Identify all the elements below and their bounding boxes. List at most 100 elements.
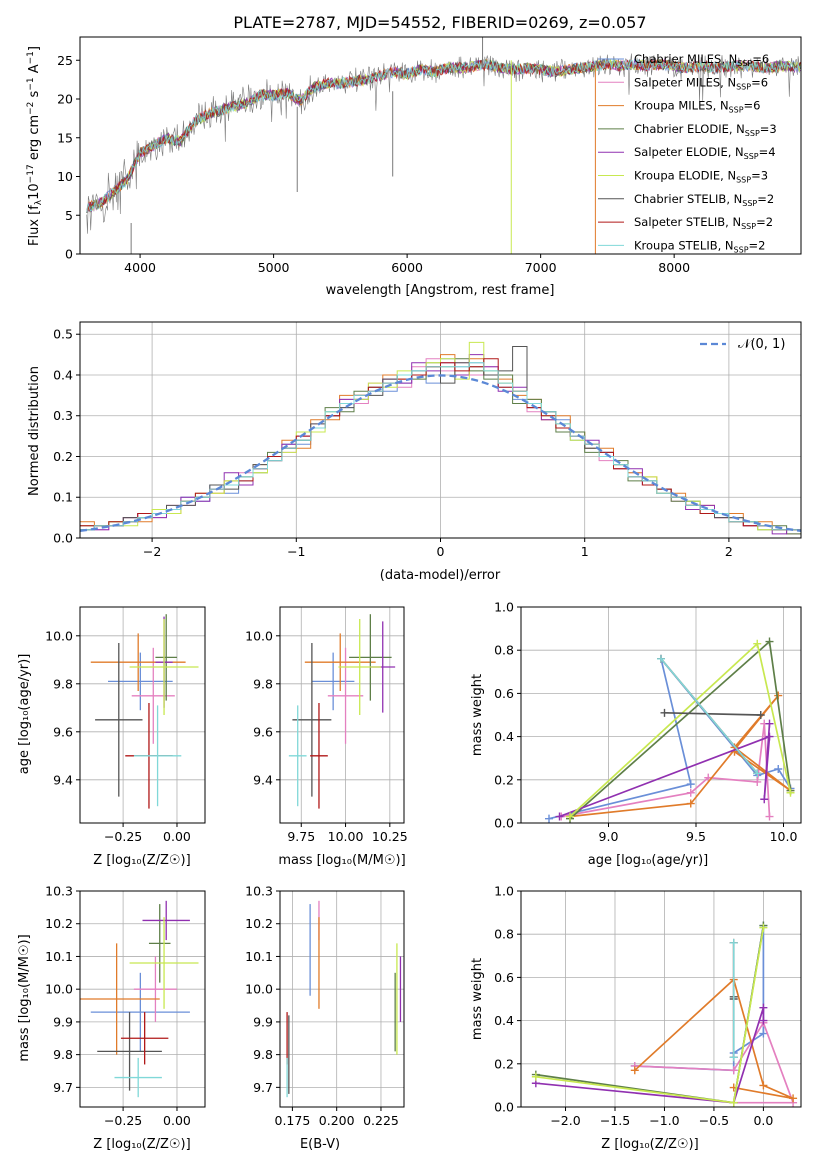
age-mass-points [288,614,396,809]
weight-age-frame [520,606,802,824]
spectrum-xtick-label: 5000 [258,260,290,275]
mass-metallicity-xtick-label: 0.00 [163,1113,191,1128]
residual-xtick-label: 0 [437,544,445,559]
residual-xtick-label: 1 [581,544,589,559]
weight-age-ytick-label: 0.8 [494,643,514,658]
spectrum-legend-label: Kroupa STELIB, NSSP=2 [634,238,765,254]
mass-metallicity-frame [79,890,206,1108]
weight-metallicity-point-marker [729,1098,738,1107]
weight-age-point-marker [686,799,695,808]
weight-age-point-marker [753,777,762,786]
weight-metallicity-xtick-label: −1.5 [600,1113,630,1128]
spectrum-ytick-label: 20 [57,92,73,107]
mass-ebv-frame [279,890,405,1108]
mass-ylabel: mass [log₁₀(M/M☉)] [17,934,32,1061]
spectrum-legend-label: Kroupa MILES, NSSP=6 [634,99,760,115]
age-mass-ytick-label: 9.6 [253,724,273,739]
weight-metallicity-point-marker [630,1066,639,1075]
weight-metallicity-ytick-label: 0.6 [494,970,514,985]
weight-metallicity-point-marker [759,1029,768,1038]
spectrum-legend-label: Salpeter STELIB, NSSP=2 [634,215,773,231]
spectrum-ytick-label: 15 [57,130,73,145]
residual-histogram-panel: −2 −1 0 1 2 0.0 0.1 0.2 0.3 0.4 0.5 𝒩(0, 1) [53,321,802,559]
weight-age-ytick-label: 1.0 [494,600,514,615]
weight-age-point-marker [753,769,762,778]
mass-ebv-ytick-label: 10.3 [245,884,273,899]
weight-metallicity-ytick-label: 0.8 [494,927,514,942]
age-ylabel: age [log₁₀(age/yr)] [17,654,32,775]
mass-ebv-ytick-label: 10.2 [245,916,273,931]
weight-age-series-line [664,711,761,716]
weight-metallicity-ytick-label: 1.0 [494,884,514,899]
spectrum-model-line [86,57,801,213]
mass-ebv-ytick-label: 9.7 [253,1080,273,1095]
spectrum-ytick-label: 0 [65,247,73,262]
weight-metallicity-frame [520,890,802,1108]
age-metallicity-xtick-label: −0.25 [104,829,142,844]
age-mass-ytick-label: 9.8 [253,676,273,691]
weight-metallicity-ytick-label: 0.4 [494,1013,514,1028]
spectrum-xtick-label: 4000 [124,260,156,275]
weight-metallicity-point-marker [729,1053,738,1062]
residual-xtick-label: −2 [143,544,161,559]
weight-age-ytick-label: 0.2 [494,772,514,787]
mass-metallicity-ytick-label: 10.0 [45,982,73,997]
spectrum-ylabel: Flux [fλ10−17 erg cm−2 s−1 A−1] [26,46,44,246]
weight-metallicity-ytick-label: 0.0 [494,1100,514,1115]
mass-metallicity-xlabel: Z [log₁₀(Z/Z☉)] [93,1137,190,1152]
spectrum-ytick-label: 10 [57,169,73,184]
weight-metallicity-point-marker [759,923,768,932]
spectrum-panel: 4000 5000 6000 7000 8000 0 5 10 15 20 25 Chabrier M… [57,36,802,275]
weight-age-ytick-label: 0.4 [494,729,514,744]
spectrum-legend-label: Kroupa ELODIE, NSSP=3 [634,169,768,185]
weight-vs-age-panel: 9.0 9.5 10.0 0.0 0.2 0.4 0.6 0.8 1.0 [494,600,802,844]
age-metallicity-ytick-label: 10.0 [45,628,73,643]
mass-ebv-ytick-label: 10.0 [245,982,273,997]
age-mass-xtick-label: 9.75 [287,829,315,844]
weight-age-point-marker [765,732,774,741]
spectrum-xtick-label: 8000 [658,260,690,275]
weight-metallicity-lines [531,921,798,1107]
weight-metallicity-xtick-label: −1.0 [649,1113,679,1128]
mass-ebv-xtick-label: 0.175 [275,1113,311,1128]
weight-metallicity-ytick-label: 0.2 [494,1056,514,1071]
weight-metallicity-point-marker [789,1094,798,1103]
residual-ytick-label: 0.5 [53,327,73,342]
weight-age-xlabel: age [log₁₀(age/yr)] [588,853,709,868]
mass-metallicity-ytick-label: 9.9 [53,1014,73,1029]
normal-legend-label: 𝒩(0, 1) [738,337,785,352]
residual-ylabel: Normed distribution [27,366,42,496]
residual-ytick-label: 0.1 [53,490,73,505]
spectrum-legend-label: Chabrier MILES, NSSP=6 [634,52,769,68]
weight-age-series-line [559,723,771,818]
residual-ytick-label: 0.0 [53,531,73,546]
weight-metallicity-series-line [535,1007,765,1104]
residual-ytick-label: 0.3 [53,408,73,423]
age-mass-xtick-label: 10.25 [372,829,408,844]
weight-age-lines [545,637,795,823]
mass-metallicity-xtick-label: −0.25 [104,1113,142,1128]
age-mass-frame [279,606,405,824]
spectrum-ytick-label: 25 [57,53,73,68]
weight-metallicity-xtick-label: −2.0 [550,1113,580,1128]
weight-metallicity-point-marker [729,1066,738,1075]
mass-metallicity-ytick-label: 10.1 [45,949,73,964]
weight-metallicity-point-marker [759,1016,768,1025]
weight-age-point-marker [657,654,665,663]
weight-age-point-marker [756,711,765,719]
spectrum-xtick-label: 6000 [391,260,423,275]
age-metallicity-xtick-label: 0.00 [163,829,191,844]
spectrum-legend: Chabrier MILES, NSSP=6 Salpeter MILES, NS… [598,52,777,254]
weight-vs-metallicity-panel: −2.0 −1.5 −1.0 −0.5 0.0 0.0 0.2 0.4 0.6 0.8 1.0 [494,884,802,1128]
spectrum-model-line [86,58,801,213]
weight-age-xtick-label: 9.0 [599,829,619,844]
mass-metallicity-ytick-label: 9.7 [53,1080,73,1095]
age-metallicity-frame [79,606,206,824]
weight-metallicity-ylabel: mass weight [470,958,485,1040]
residual-xtick-label: 2 [725,544,733,559]
spectrum-legend-label: Salpeter MILES, NSSP=6 [634,75,768,91]
age-mass-xlabel: mass [log₁₀(M/M☉)] [278,853,405,868]
weight-age-point-marker [765,637,774,646]
mass-ebv-ytick-label: 9.9 [253,1014,273,1029]
